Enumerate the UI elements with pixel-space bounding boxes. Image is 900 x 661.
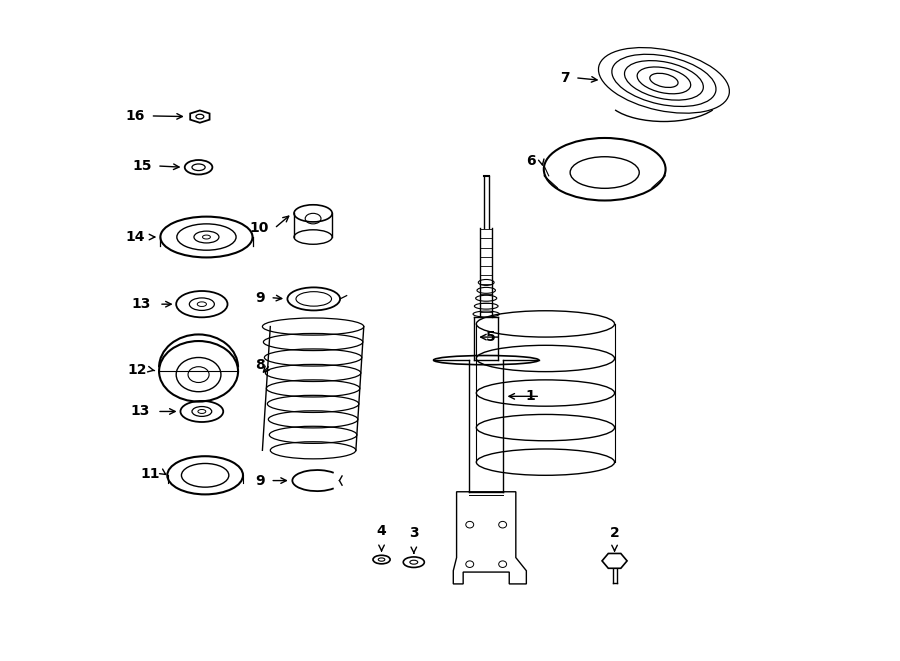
Text: 10: 10 (249, 221, 269, 235)
Text: 2: 2 (609, 526, 619, 541)
Text: 12: 12 (127, 363, 147, 377)
Text: 8: 8 (256, 358, 265, 371)
Text: 11: 11 (140, 467, 159, 481)
Text: 7: 7 (560, 71, 570, 85)
Text: 4: 4 (377, 524, 386, 538)
Text: 1: 1 (526, 389, 535, 403)
Text: 6: 6 (526, 153, 536, 168)
Text: 5: 5 (486, 330, 495, 344)
Text: 16: 16 (126, 109, 145, 123)
Text: 14: 14 (126, 230, 145, 244)
Text: 9: 9 (256, 291, 265, 305)
Text: 3: 3 (409, 526, 419, 541)
Text: 9: 9 (256, 473, 265, 488)
Text: 15: 15 (132, 159, 152, 173)
Text: 13: 13 (131, 297, 151, 311)
Text: 13: 13 (130, 405, 150, 418)
